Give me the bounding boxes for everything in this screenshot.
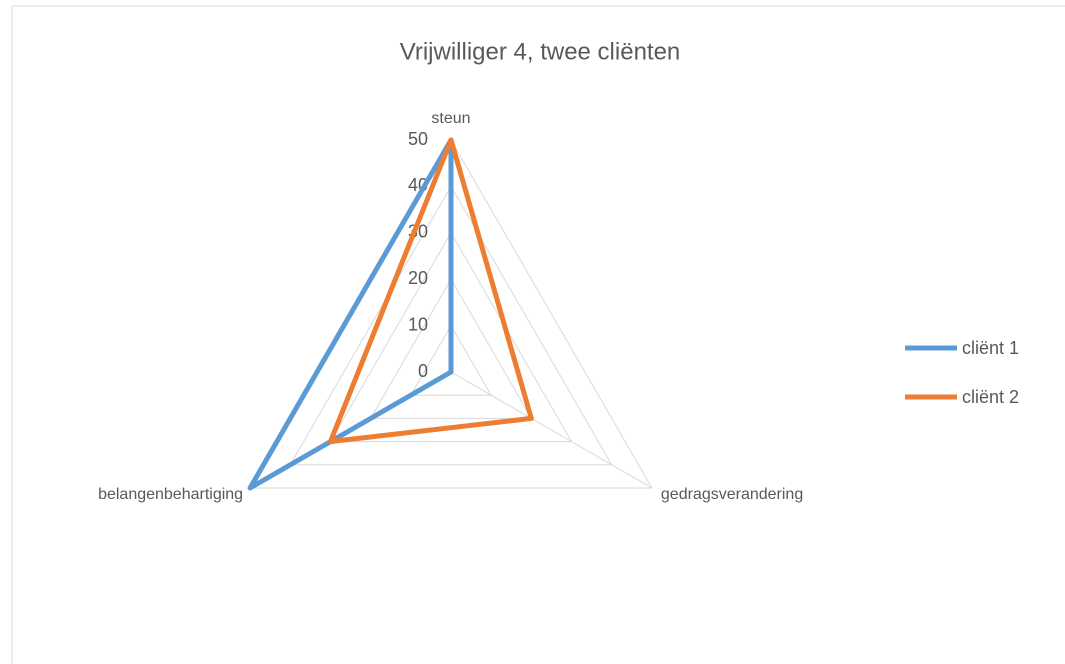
chart-title: Vrijwilliger 4, twee cliënten <box>400 38 681 65</box>
legend-label: cliënt 1 <box>962 338 1019 358</box>
grid-line <box>409 324 493 396</box>
grid-line <box>289 185 613 466</box>
spoke <box>450 371 653 489</box>
r-tick-label: 10 <box>408 314 428 334</box>
grid-line <box>329 231 573 443</box>
series-line <box>327 137 534 445</box>
legend-label: cliënt 2 <box>962 387 1019 407</box>
r-tick-label: 20 <box>408 268 428 288</box>
r-tick-label: 0 <box>418 361 428 381</box>
grid-line <box>369 278 533 419</box>
category-label: gedragsverandering <box>661 486 803 503</box>
r-tick-label: 50 <box>408 129 428 149</box>
category-label: steun <box>431 110 470 127</box>
series-line <box>247 137 454 491</box>
category-label: belangenbehartiging <box>98 486 243 503</box>
